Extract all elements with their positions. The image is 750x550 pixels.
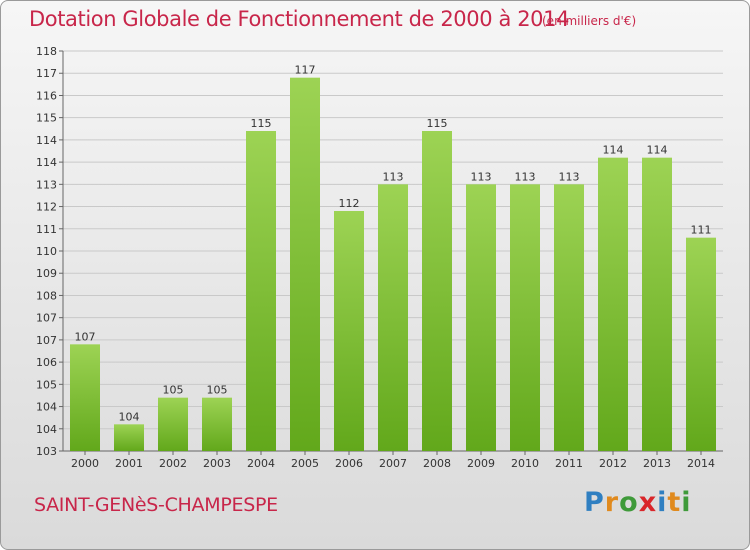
x-tick-label: 2012 [599,457,627,470]
x-tick-label: 2005 [291,457,319,470]
y-tick-label: 111 [36,223,57,236]
y-tick-label: 107 [36,312,57,325]
y-tick-label: 114 [36,134,57,147]
bar-value-label: 114 [603,144,624,157]
y-tick-label: 116 [36,89,57,102]
x-tick-label: 2011 [555,457,583,470]
y-tick-label: 103 [36,445,57,458]
bar [378,184,408,452]
logo-letter: x [638,487,658,518]
logo-letter: P [584,487,605,518]
y-tick-label: 118 [36,45,57,58]
x-tick-label: 2007 [379,457,407,470]
bar [466,184,496,452]
y-tick-label: 113 [36,178,57,191]
y-tick-label: 104 [36,401,57,414]
bar-value-label: 115 [427,117,448,130]
x-tick-label: 2003 [203,457,231,470]
bar-value-label: 107 [75,330,96,343]
proxiti-logo[interactable]: Proxiti [584,487,692,518]
x-tick-label: 2000 [71,457,99,470]
logo-letter: o [619,487,639,518]
bar [70,344,100,451]
x-tick-label: 2009 [467,457,495,470]
bar [598,157,628,451]
bar-value-label: 113 [515,170,536,183]
bar [290,77,320,452]
bar-value-label: 115 [251,117,272,130]
bar [642,157,672,451]
y-tick-label: 105 [36,378,57,391]
bar [158,397,188,451]
bar-value-label: 114 [647,144,668,157]
y-tick-label: 114 [36,156,57,169]
bar [246,131,276,451]
bar-value-label: 117 [295,64,316,77]
y-tick-label: 110 [36,245,57,258]
x-tick-label: 2008 [423,457,451,470]
bar [202,397,232,451]
y-tick-label: 112 [36,201,57,214]
x-tick-label: 2004 [247,457,275,470]
chart-title: Dotation Globale de Fonctionnement de 20… [29,7,570,31]
x-tick-label: 2006 [335,457,363,470]
x-tick-label: 2002 [159,457,187,470]
bar-value-label: 111 [691,224,712,237]
y-tick-label: 106 [36,356,57,369]
y-tick-label: 115 [36,112,57,125]
bar [510,184,540,452]
x-tick-label: 2010 [511,457,539,470]
logo-letter: i [681,487,692,518]
bar-value-label: 104 [119,410,140,423]
y-tick-label: 104 [36,423,57,436]
bar [114,424,144,451]
y-tick-label: 117 [36,67,57,80]
y-tick-label: 107 [36,334,57,347]
logo-letter: t [667,487,682,518]
bar-value-label: 112 [339,197,360,210]
logo-letter: r [604,487,620,518]
bar [554,184,584,452]
bar-value-label: 105 [163,384,184,397]
x-tick-label: 2013 [643,457,671,470]
y-tick-label: 108 [36,289,57,302]
bar [334,211,364,451]
bar-value-label: 113 [383,170,404,183]
bar [422,131,452,451]
x-tick-label: 2001 [115,457,143,470]
bar-value-label: 113 [559,170,580,183]
chart-subtitle: (en milliers d'€) [542,14,637,28]
y-tick-label: 109 [36,267,57,280]
bar-value-label: 113 [471,170,492,183]
commune-name: SAINT-GENèS-CHAMPESPE [34,494,278,516]
bar-value-label: 105 [207,384,228,397]
logo-letter: i [657,487,668,518]
bar [686,237,716,451]
x-tick-label: 2014 [687,457,715,470]
